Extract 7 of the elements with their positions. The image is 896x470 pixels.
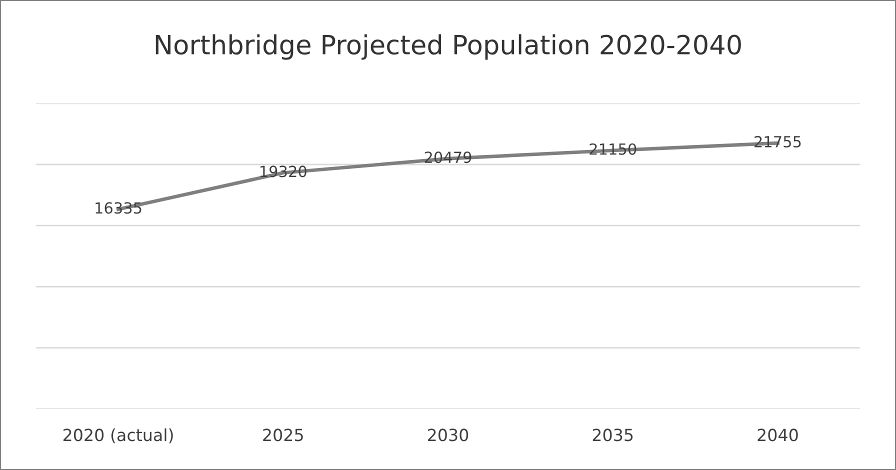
x-tick-label: 2040 — [758, 428, 798, 442]
x-tick-label: 2030 — [428, 428, 468, 442]
x-tick-label: 2020 (actual) — [63, 428, 173, 444]
data-label: 21755 — [754, 136, 801, 148]
chart-title: Northbridge Projected Population 2020-2040 — [156, 34, 741, 60]
x-tick-label: 2035 — [592, 428, 633, 442]
x-tick-label: 2025 — [263, 428, 303, 442]
